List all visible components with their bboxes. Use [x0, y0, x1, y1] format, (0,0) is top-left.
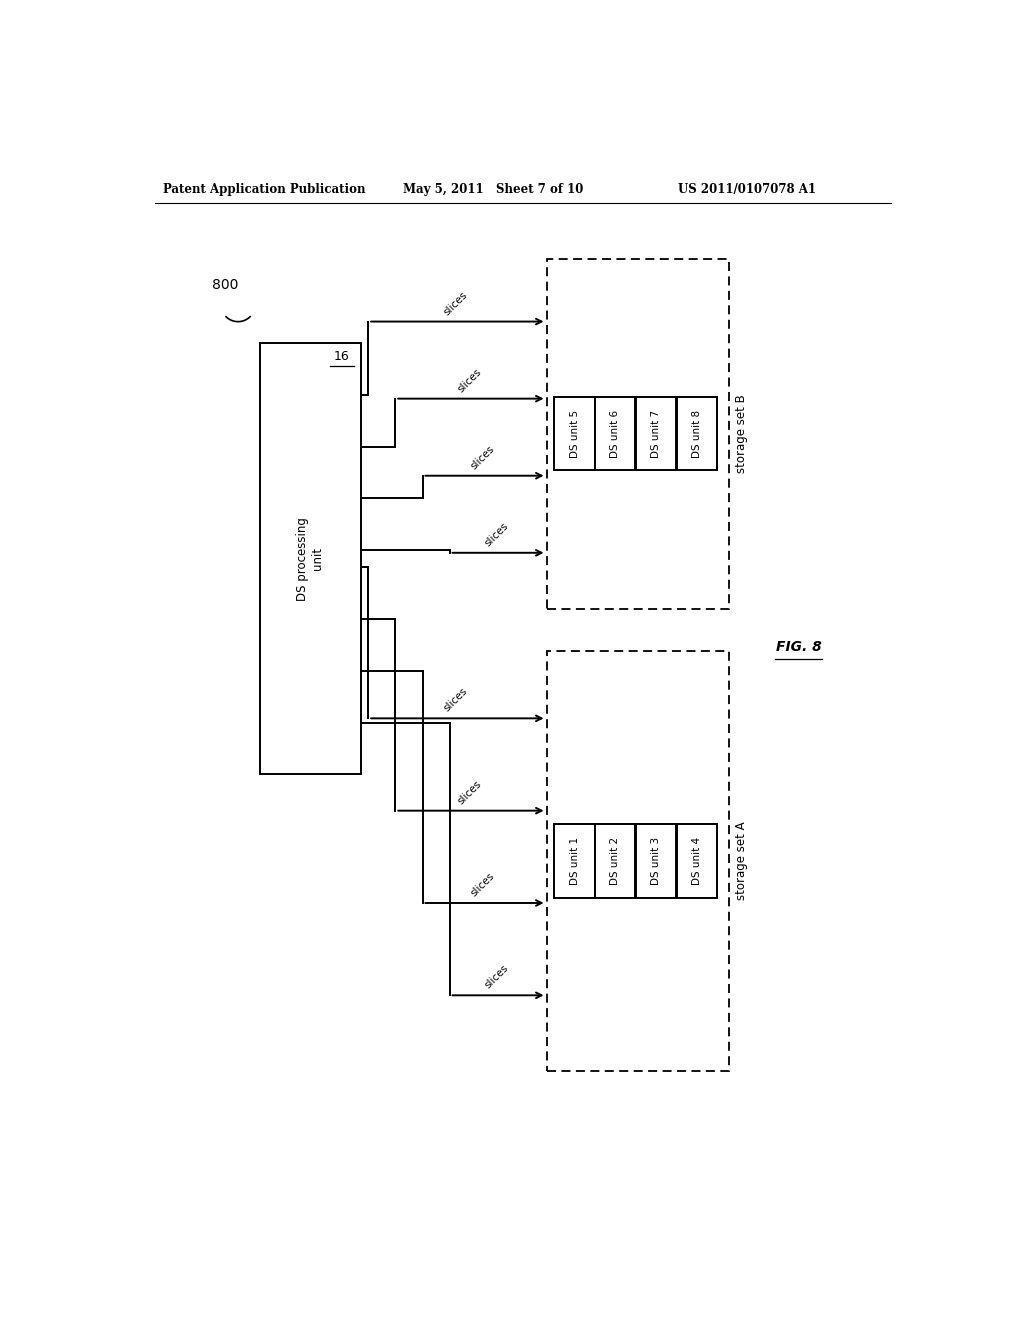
Bar	[636, 397, 676, 470]
Text: DS unit 1: DS unit 1	[569, 837, 580, 886]
Bar	[554, 825, 595, 898]
Text: slices: slices	[442, 686, 470, 714]
Text: slices: slices	[482, 964, 510, 991]
Text: DS unit 3: DS unit 3	[651, 837, 660, 886]
Bar	[595, 825, 636, 898]
Text: slices: slices	[482, 520, 510, 548]
Text: 800: 800	[212, 279, 238, 293]
Text: DS processing
unit: DS processing unit	[296, 517, 325, 601]
Text: slices: slices	[442, 289, 470, 317]
Bar	[260, 343, 360, 775]
Bar	[547, 259, 729, 609]
Text: 16: 16	[334, 350, 350, 363]
Bar	[636, 825, 676, 898]
Bar	[677, 825, 717, 898]
Text: DS unit 4: DS unit 4	[691, 837, 701, 886]
Text: May 5, 2011   Sheet 7 of 10: May 5, 2011 Sheet 7 of 10	[403, 183, 584, 197]
Text: storage set A: storage set A	[735, 822, 748, 900]
Bar	[595, 397, 636, 470]
Text: FIG. 8: FIG. 8	[775, 640, 821, 655]
Text: slices: slices	[456, 779, 483, 807]
Bar	[677, 397, 717, 470]
Text: DS unit 5: DS unit 5	[569, 409, 580, 458]
Bar	[554, 397, 595, 470]
Text: storage set B: storage set B	[735, 395, 748, 473]
Text: US 2011/0107078 A1: US 2011/0107078 A1	[678, 183, 816, 197]
Text: DS unit 6: DS unit 6	[610, 409, 621, 458]
Text: DS unit 2: DS unit 2	[610, 837, 621, 886]
Text: slices: slices	[469, 871, 497, 899]
Text: DS unit 8: DS unit 8	[691, 409, 701, 458]
Text: DS unit 7: DS unit 7	[651, 409, 660, 458]
Text: slices: slices	[456, 367, 483, 395]
Text: Patent Application Publication: Patent Application Publication	[163, 183, 366, 197]
Bar	[547, 651, 729, 1071]
Text: slices: slices	[469, 444, 497, 471]
